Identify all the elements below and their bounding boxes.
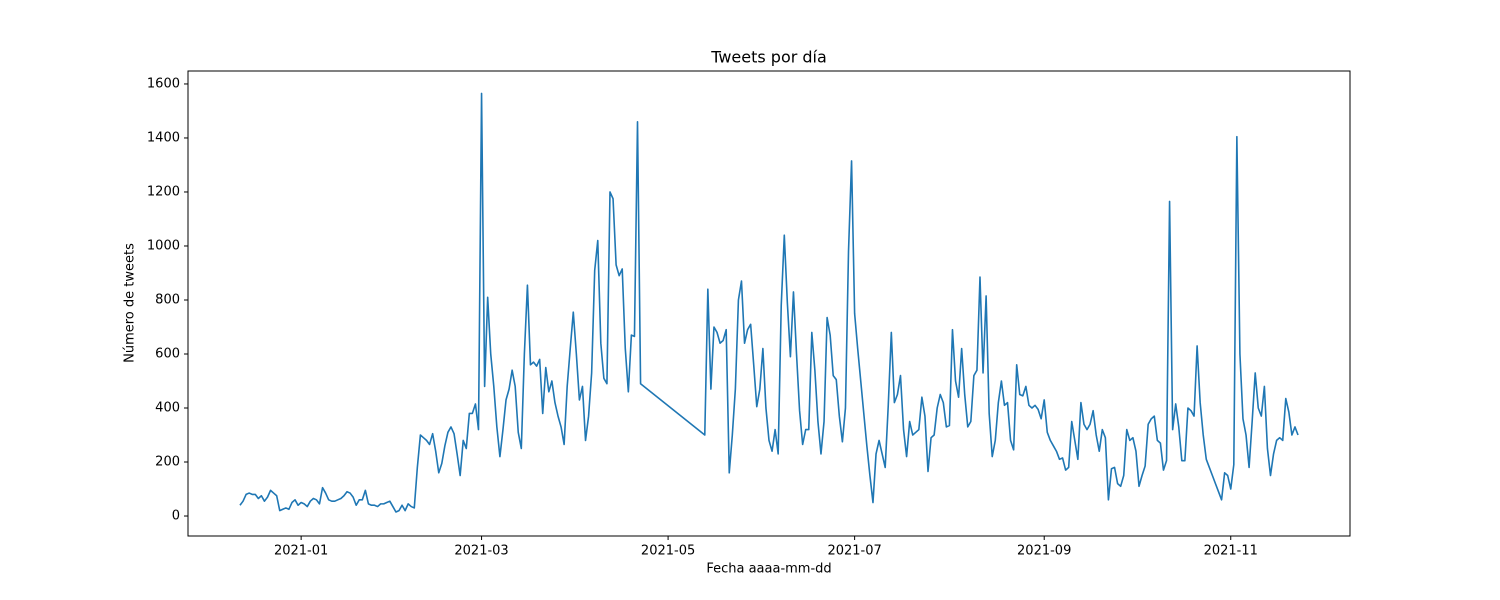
y-tick-label: 0: [172, 509, 180, 524]
y-axis-label: Número de tweets: [123, 243, 138, 363]
plot-frame: [187, 70, 1351, 537]
y-tick-label: 1200: [147, 184, 180, 199]
chart-title: Tweets por día: [710, 48, 827, 67]
y-tick-label: 1400: [147, 130, 180, 145]
y-tick-label: 800: [155, 292, 180, 307]
x-tick-label: 2021-01: [274, 544, 328, 559]
y-tick-label: 1600: [147, 76, 180, 91]
y-tick-label: 1000: [147, 238, 180, 253]
y-tick-label: 400: [155, 401, 180, 416]
x-tick-label: 2021-09: [1017, 544, 1071, 559]
x-tick-label: 2021-05: [641, 544, 695, 559]
data-line: [239, 92, 1299, 513]
y-tick-label: 600: [155, 346, 180, 361]
x-tick-label: 2021-11: [1204, 544, 1258, 559]
x-tick-label: 2021-07: [827, 544, 881, 559]
x-tick-label: 2021-03: [454, 544, 508, 559]
y-tick-label: 200: [155, 455, 180, 470]
x-axis-label: Fecha aaaa-mm-dd: [706, 562, 831, 577]
